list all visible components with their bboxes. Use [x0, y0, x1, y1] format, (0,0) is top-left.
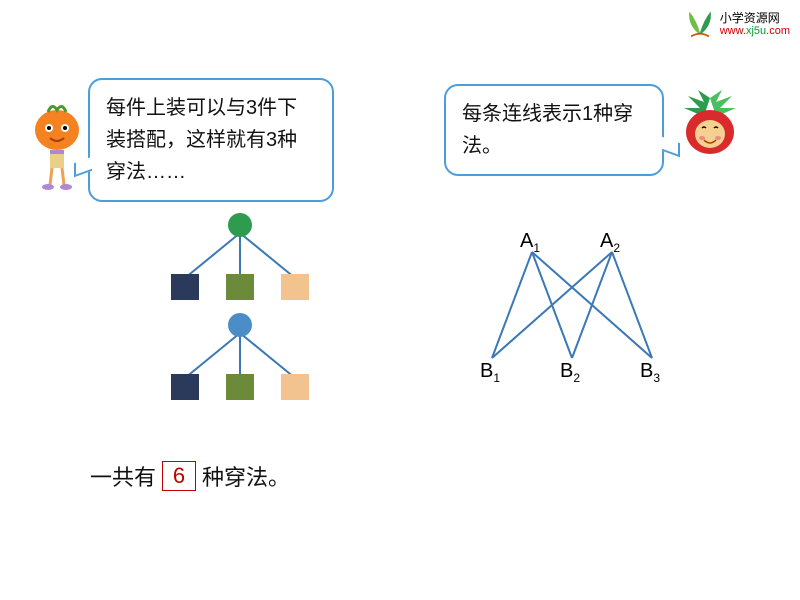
- tomato-mascot-icon: [680, 90, 740, 170]
- answer-prefix: 一共有: [90, 460, 156, 492]
- node-label: B2: [560, 360, 580, 385]
- orange-mascot-icon: [30, 100, 85, 200]
- leaf-icon: [682, 8, 718, 40]
- bubble-left-text: 每件上装可以与3件下装搭配，这样就有3种穿法……: [106, 97, 297, 183]
- logo-title: 小学资源网: [720, 11, 790, 25]
- answer-line: 一共有 6 种穿法。: [90, 460, 290, 492]
- node-label: B1: [480, 360, 500, 385]
- bubble-tail-right: [662, 137, 680, 158]
- bipartite-diagram: A1A2B1B2B3: [460, 230, 710, 380]
- node-label: A2: [600, 230, 620, 255]
- logo-url: www.xj5u.com: [720, 25, 790, 37]
- bubble-right-text: 每条连线表示1种穿法。: [462, 103, 633, 157]
- tree-diagram-1: [160, 210, 320, 300]
- tree-diagram-2: [160, 310, 320, 400]
- speech-bubble-right: 每条连线表示1种穿法。: [444, 84, 664, 176]
- node-label: B3: [640, 360, 660, 385]
- answer-suffix: 种穿法。: [202, 460, 290, 492]
- speech-bubble-left: 每件上装可以与3件下装搭配，这样就有3种穿法……: [88, 78, 334, 202]
- answer-value-box: 6: [162, 461, 196, 491]
- node-label: A1: [520, 230, 540, 255]
- site-logo: 小学资源网 www.xj5u.com: [682, 8, 790, 40]
